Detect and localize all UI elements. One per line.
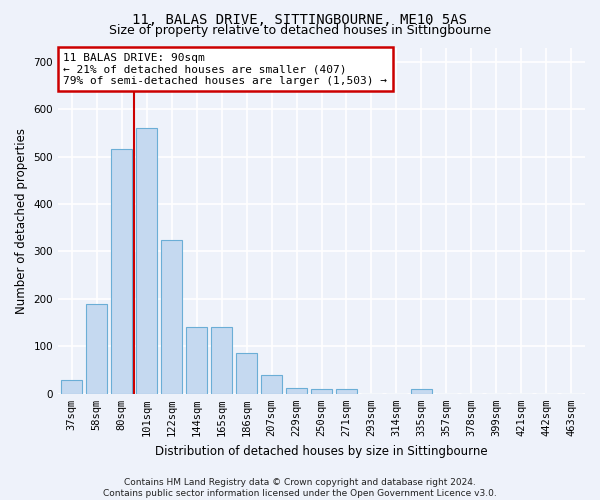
Bar [311,389,332,394]
X-axis label: Distribution of detached houses by size in Sittingbourne: Distribution of detached houses by size … [155,444,488,458]
Bar [261,375,282,394]
Y-axis label: Number of detached properties: Number of detached properties [15,128,28,314]
Bar [411,389,432,394]
Text: 11 BALAS DRIVE: 90sqm
← 21% of detached houses are smaller (407)
79% of semi-det: 11 BALAS DRIVE: 90sqm ← 21% of detached … [64,52,388,86]
Bar [236,354,257,394]
Text: Contains HM Land Registry data © Crown copyright and database right 2024.
Contai: Contains HM Land Registry data © Crown c… [103,478,497,498]
Bar [161,240,182,394]
Text: 11, BALAS DRIVE, SITTINGBOURNE, ME10 5AS: 11, BALAS DRIVE, SITTINGBOURNE, ME10 5AS [133,12,467,26]
Bar [211,328,232,394]
Bar [111,150,133,394]
Bar [186,328,207,394]
Bar [136,128,157,394]
Bar [86,304,107,394]
Bar [61,380,82,394]
Text: Size of property relative to detached houses in Sittingbourne: Size of property relative to detached ho… [109,24,491,37]
Bar [286,388,307,394]
Bar [336,389,357,394]
